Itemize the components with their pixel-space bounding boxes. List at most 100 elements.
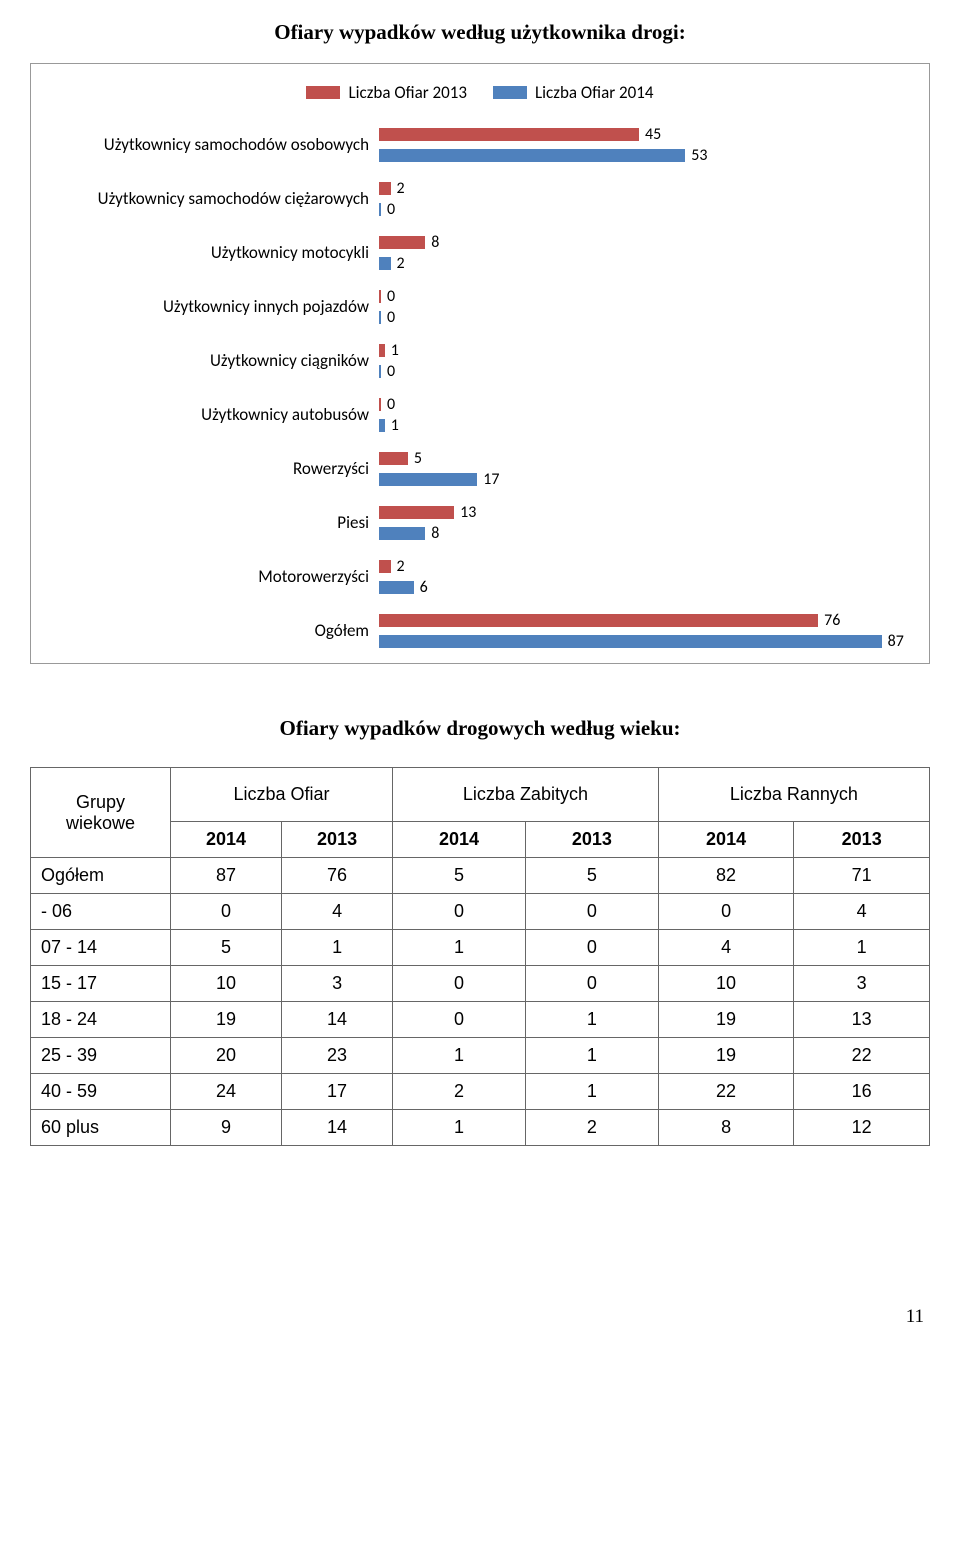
table-cell: 14 — [282, 1110, 393, 1146]
table-row: 60 plus91412812 — [31, 1110, 930, 1146]
chart-bar-value: 45 — [645, 125, 661, 144]
table-cell: 0 — [525, 930, 658, 966]
table-cell: 10 — [658, 966, 794, 1002]
chart-bar-line: 2 — [379, 557, 911, 576]
chart-category-row: Użytkownicy motocykli82 — [49, 233, 911, 273]
chart-bar — [379, 311, 381, 324]
table-cell: 71 — [794, 858, 930, 894]
table-row: 15 - 1710300103 — [31, 966, 930, 1002]
table-cell: 1 — [393, 1038, 526, 1074]
chart-category-label: Ogółem — [49, 621, 379, 641]
chart-bar — [379, 527, 425, 540]
chart-bar — [379, 560, 391, 573]
table-cell: 12 — [794, 1110, 930, 1146]
table-cell: 1 — [525, 1074, 658, 1110]
table-cell: 19 — [658, 1002, 794, 1038]
table-cell: 76 — [282, 858, 393, 894]
table-cell: 0 — [658, 894, 794, 930]
table-year-header: 2013 — [525, 822, 658, 858]
table-cell: 13 — [794, 1002, 930, 1038]
chart-bar-value: 8 — [431, 524, 439, 543]
table-row-label: - 06 — [31, 894, 171, 930]
table-cell: 0 — [393, 894, 526, 930]
chart-legend: Liczba Ofiar 2013Liczba Ofiar 2014 — [49, 82, 911, 103]
chart-category-row: Rowerzyści517 — [49, 449, 911, 489]
chart-category-row: Motorowerzyści26 — [49, 557, 911, 597]
chart-bar — [379, 365, 381, 378]
chart-bars: 13 8 — [379, 503, 911, 543]
table-cell: 5 — [393, 858, 526, 894]
chart-category-label: Motorowerzyści — [49, 567, 379, 587]
chart-category-label: Użytkownicy samochodów osobowych — [49, 135, 379, 155]
table-cell: 24 — [171, 1074, 282, 1110]
chart-bar-line: 5 — [379, 449, 911, 468]
chart-bars: 10 — [379, 341, 911, 381]
table-cell: 1 — [525, 1038, 658, 1074]
table-year-header: 2013 — [282, 822, 393, 858]
table-cell: 2 — [393, 1074, 526, 1110]
chart-bar — [379, 182, 391, 195]
age-groups-table: Grupy wiekoweLiczba OfiarLiczba Zabitych… — [30, 767, 930, 1146]
chart-bar — [379, 506, 454, 519]
table-cell: 1 — [794, 930, 930, 966]
chart-bars: 00 — [379, 287, 911, 327]
table-cell: 0 — [525, 894, 658, 930]
chart-bars: 45 53 — [379, 125, 911, 165]
chart-bar-line: 76 — [379, 611, 911, 630]
page-title-1: Ofiary wypadków według użytkownika drogi… — [30, 20, 930, 45]
table-cell: 1 — [393, 1110, 526, 1146]
chart-bars: 01 — [379, 395, 911, 435]
page-number: 11 — [30, 1306, 930, 1328]
table-year-header: 2014 — [393, 822, 526, 858]
table-cell: 17 — [282, 1074, 393, 1110]
chart-bar-value: 8 — [431, 233, 439, 252]
chart-bar-line: 0 — [379, 362, 911, 381]
chart-category-row: Użytkownicy innych pojazdów00 — [49, 287, 911, 327]
table-cell: 1 — [525, 1002, 658, 1038]
chart-category-label: Użytkownicy motocykli — [49, 243, 379, 263]
chart-bar-value: 53 — [691, 146, 707, 165]
chart-bar-value: 0 — [387, 362, 395, 381]
table-cell: 4 — [282, 894, 393, 930]
chart-category-row: Użytkownicy samochodów ciężarowych20 — [49, 179, 911, 219]
chart-category-label: Użytkownicy samochodów ciężarowych — [49, 189, 379, 209]
table-cell: 0 — [393, 966, 526, 1002]
chart-bar-value: 0 — [387, 308, 395, 327]
chart-bar — [379, 614, 818, 627]
chart-bar-value: 87 — [888, 632, 904, 651]
table-row-label: 18 - 24 — [31, 1002, 171, 1038]
chart-bar — [379, 203, 381, 216]
chart-bar-line: 0 — [379, 308, 911, 327]
table-cell: 5 — [171, 930, 282, 966]
table-cell: 5 — [525, 858, 658, 894]
chart-category-row: Użytkownicy ciągników10 — [49, 341, 911, 381]
chart-bar — [379, 236, 425, 249]
chart-bar-line: 53 — [379, 146, 911, 165]
chart-bar-line: 17 — [379, 470, 911, 489]
chart-bar-value: 1 — [391, 341, 399, 360]
chart-category-label: Piesi — [49, 513, 379, 533]
table-cell: 19 — [171, 1002, 282, 1038]
table-row: 25 - 392023111922 — [31, 1038, 930, 1074]
bar-chart: Liczba Ofiar 2013Liczba Ofiar 2014 Użytk… — [30, 63, 930, 664]
table-cell: 3 — [794, 966, 930, 1002]
table-group-header: Liczba Ofiar — [171, 768, 393, 822]
chart-bar — [379, 473, 477, 486]
table-cell: 9 — [171, 1110, 282, 1146]
table-cell: 8 — [658, 1110, 794, 1146]
chart-bar — [379, 290, 381, 303]
table-row: 07 - 14511041 — [31, 930, 930, 966]
chart-bars: 517 — [379, 449, 911, 489]
chart-bar-line: 0 — [379, 287, 911, 306]
table-row-label: 60 plus — [31, 1110, 171, 1146]
chart-bar — [379, 257, 391, 270]
chart-category-row: Użytkownicy samochodów osobowych 45 53 — [49, 125, 911, 165]
chart-bar-line: 8 — [379, 233, 911, 252]
chart-bar-value: 0 — [387, 287, 395, 306]
table-cell: 0 — [393, 1002, 526, 1038]
table-row-label: Ogółem — [31, 858, 171, 894]
chart-bar — [379, 419, 385, 432]
chart-bar-value: 13 — [460, 503, 476, 522]
table-group-header: Grupy wiekowe — [31, 768, 171, 858]
chart-bar-line: 8 — [379, 524, 911, 543]
